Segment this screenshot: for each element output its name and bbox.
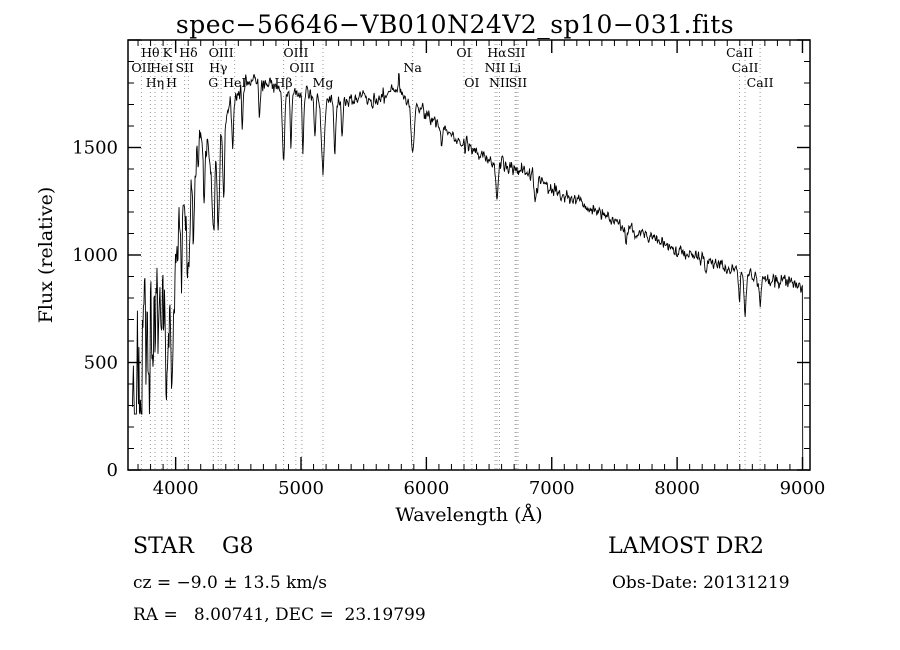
svg-text:Na: Na xyxy=(403,60,422,75)
svg-text:9000: 9000 xyxy=(780,478,826,499)
svg-text:HeI: HeI xyxy=(223,75,246,90)
svg-text:OIII: OIII xyxy=(283,45,308,60)
svg-text:Hα: Hα xyxy=(487,45,507,60)
svg-text:1000: 1000 xyxy=(72,245,118,266)
svg-text:1500: 1500 xyxy=(72,138,118,159)
svg-text:7000: 7000 xyxy=(529,478,575,499)
svg-text:Hδ: Hδ xyxy=(179,45,197,60)
spectrum-trace xyxy=(131,72,804,469)
svg-text:Hη: Hη xyxy=(146,75,164,90)
svg-text:CaII: CaII xyxy=(747,75,774,90)
svg-text:OIII: OIII xyxy=(209,45,234,60)
svg-text:500: 500 xyxy=(84,353,118,374)
svg-text:4000: 4000 xyxy=(153,478,199,499)
object-class-label: STAR G8 xyxy=(133,534,254,559)
svg-text:SII: SII xyxy=(175,60,194,75)
svg-text:SII: SII xyxy=(509,75,528,90)
svg-text:OI: OI xyxy=(464,75,479,90)
svg-text:K: K xyxy=(163,45,173,60)
svg-text:8000: 8000 xyxy=(654,478,700,499)
svg-text:CaII: CaII xyxy=(726,45,753,60)
svg-text:Mg: Mg xyxy=(313,75,334,90)
svg-text:G: G xyxy=(208,75,218,90)
svg-text:0: 0 xyxy=(107,460,118,481)
svg-text:OI: OI xyxy=(456,45,471,60)
survey-label: LAMOST DR2 xyxy=(608,534,764,559)
svg-text:Li: Li xyxy=(509,60,521,75)
radial-velocity-label: cz = −9.0 ± 13.5 km/s xyxy=(133,573,327,593)
svg-text:6000: 6000 xyxy=(403,478,449,499)
svg-text:SII: SII xyxy=(507,45,526,60)
svg-text:NII: NII xyxy=(489,75,510,90)
svg-text:HeI: HeI xyxy=(150,60,173,75)
ra-dec-label: RA = 8.00741, DEC = 23.19799 xyxy=(133,605,426,625)
svg-text:OIII: OIII xyxy=(289,60,314,75)
svg-text:Hθ: Hθ xyxy=(141,45,159,60)
svg-text:5000: 5000 xyxy=(278,478,324,499)
svg-text:H: H xyxy=(166,75,177,90)
obs-date-label: Obs-Date: 20131219 xyxy=(612,573,790,593)
svg-text:CaII: CaII xyxy=(732,60,759,75)
svg-text:NII: NII xyxy=(485,60,506,75)
svg-text:Hγ: Hγ xyxy=(209,60,227,75)
chart-title: spec−56646−VB010N24V2_sp10−031.fits xyxy=(175,10,735,39)
x-axis-label: Wavelength (Å) xyxy=(395,504,543,526)
svg-text:OII: OII xyxy=(131,60,151,75)
